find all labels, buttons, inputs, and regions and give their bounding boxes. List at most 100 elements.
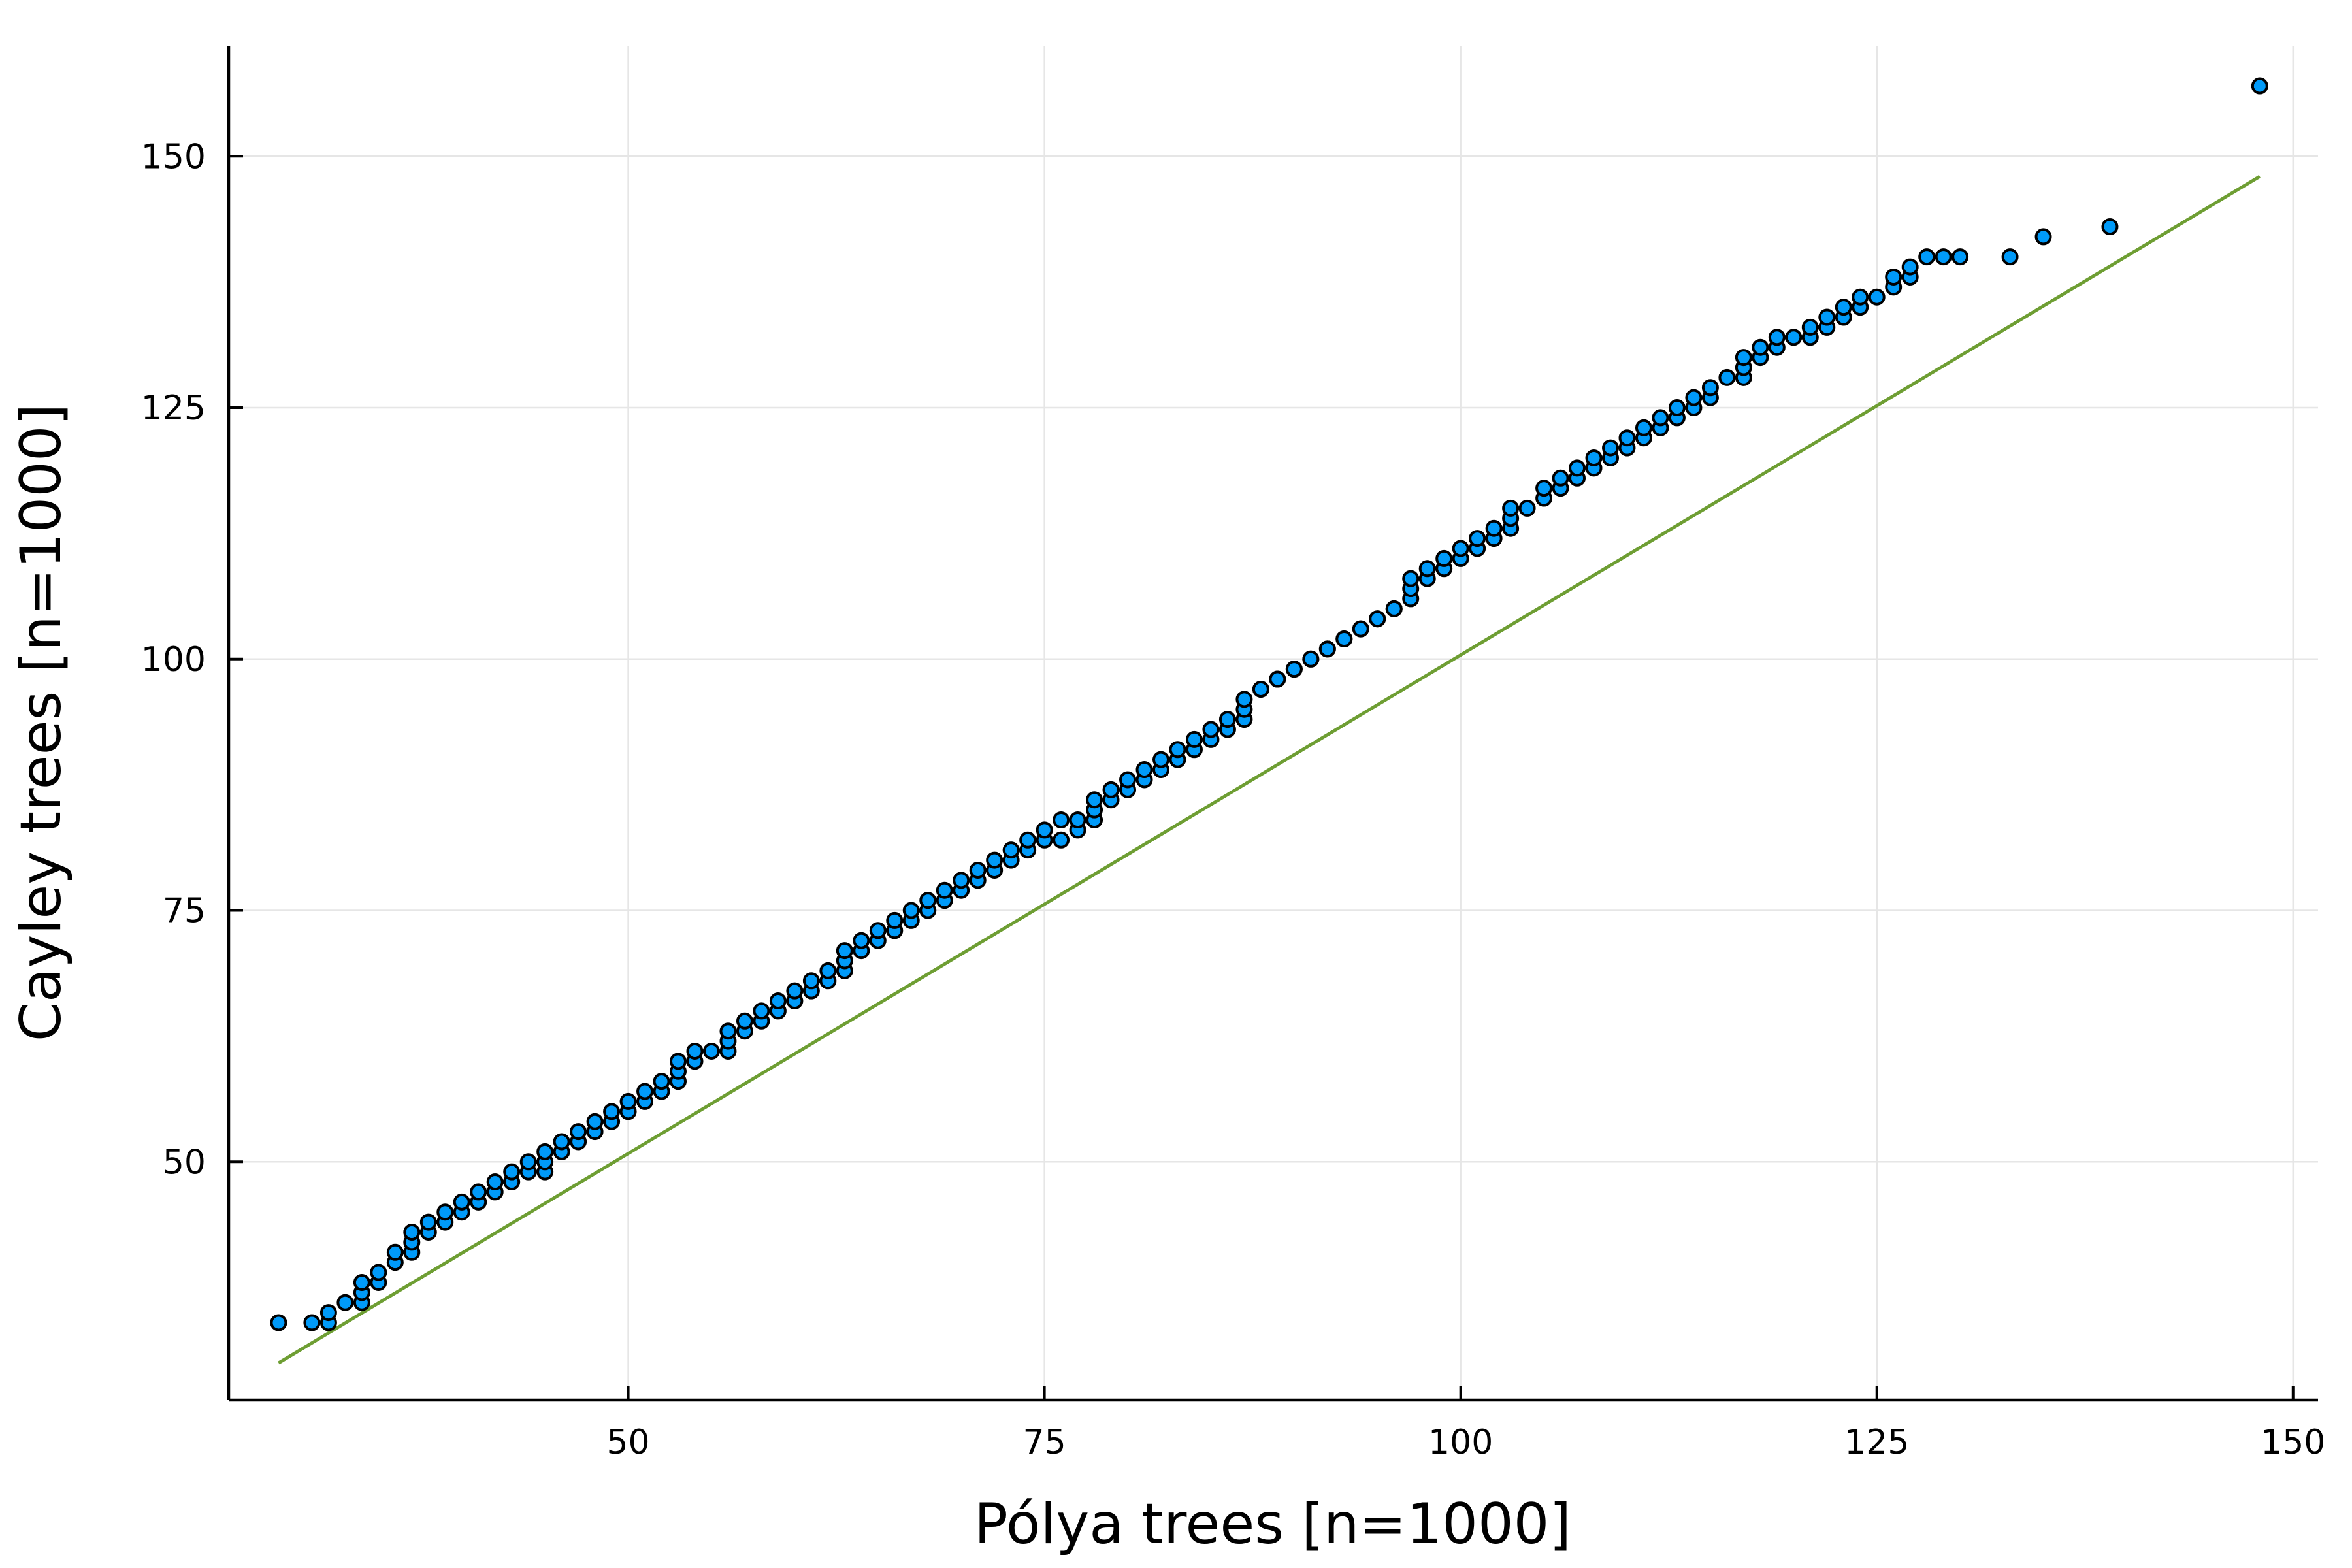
data-point [303,1314,321,1331]
grid-lines [229,46,2318,1400]
data-point [1302,650,1320,668]
data-point [1801,318,1819,336]
data-point [1752,338,1769,356]
data-point [853,932,870,949]
data-point [802,972,820,990]
data-point [719,1022,737,1040]
data-point [1618,429,1636,447]
data-point [1019,831,1037,849]
data-point [1402,570,1420,587]
data-point [586,1113,604,1130]
data-point [353,1273,370,1291]
data-point [553,1133,570,1151]
data-point [1135,761,1153,779]
data-point [419,1213,437,1231]
data-point [1102,781,1120,798]
x-axis-title: Pólya trees [n=1000] [974,1492,1571,1557]
data-point [769,992,787,1010]
data-point [1369,610,1386,628]
data-point [570,1123,587,1141]
data-point [1552,469,1569,487]
data-point [2101,218,2119,236]
data-point [919,892,937,909]
data-point [1602,439,1620,457]
data-point [953,872,970,889]
data-point [1053,811,1070,829]
data-point [1185,730,1203,748]
data-point [2251,77,2268,95]
data-point [1952,248,1969,266]
data-point [902,902,920,919]
data-point [2034,228,2052,246]
data-point [1485,519,1503,537]
data-point [869,922,887,939]
data-point [1835,299,1852,316]
data-point [1918,248,1936,266]
data-point [1235,691,1253,708]
y-tick-label-125: 125 [141,389,206,428]
data-point [536,1143,554,1160]
data-point [670,1053,687,1070]
reference-line-group [278,174,2261,1365]
data-point [1036,821,1053,839]
x-tick-label-150: 150 [2261,1423,2325,1462]
data-point [1152,751,1169,768]
axes [227,46,2318,1402]
data-point [1252,680,1269,698]
data-point [1668,399,1686,417]
data-point [603,1103,621,1120]
x-tick-label-125: 125 [1844,1423,1909,1462]
data-point [986,851,1004,869]
data-point [1318,640,1336,658]
data-point [1685,389,1703,406]
data-points [270,77,2268,1331]
data-point [1385,600,1403,617]
y-tick-labels: 50 75 100 125 150 [141,137,206,1182]
data-point [1569,459,1586,477]
data-point [1452,540,1469,557]
data-point [969,861,987,879]
data-point [1735,349,1752,367]
data-point [403,1223,421,1241]
data-point [470,1183,487,1201]
data-point [1535,480,1553,497]
data-point [1435,549,1453,567]
data-point [1768,329,1786,346]
data-point [1119,771,1137,789]
data-point [453,1193,470,1211]
data-point [1002,841,1020,859]
data-point [1086,791,1103,809]
data-point [836,942,853,960]
data-point [936,881,953,899]
data-point [1469,530,1486,547]
data-point [753,1002,770,1020]
data-point [386,1243,404,1261]
reference-line [278,174,2261,1365]
data-point [486,1173,504,1191]
data-point [1202,721,1220,738]
y-tick-label-75: 75 [163,892,206,931]
data-point [336,1294,354,1311]
data-point [1269,670,1286,688]
data-point [1169,741,1186,759]
x-tick-label-100: 100 [1428,1423,1493,1462]
data-point [1701,379,1719,397]
data-point [519,1153,537,1171]
data-point [1785,329,1803,346]
x-tick-labels: 50 75 100 125 150 [606,1423,2325,1462]
data-point [1053,831,1070,849]
data-point [702,1042,720,1060]
data-point [1285,661,1303,678]
data-point [1935,248,1952,266]
y-tick-label-150: 150 [141,137,206,176]
data-point [1335,630,1353,647]
data-point [1518,499,1536,517]
y-axis-title: Cayley trees [n=1000] [8,404,74,1041]
data-point [503,1163,521,1181]
data-point [886,911,904,929]
data-point [436,1203,454,1221]
x-tick-label-75: 75 [1023,1423,1066,1462]
data-point [1718,368,1736,386]
